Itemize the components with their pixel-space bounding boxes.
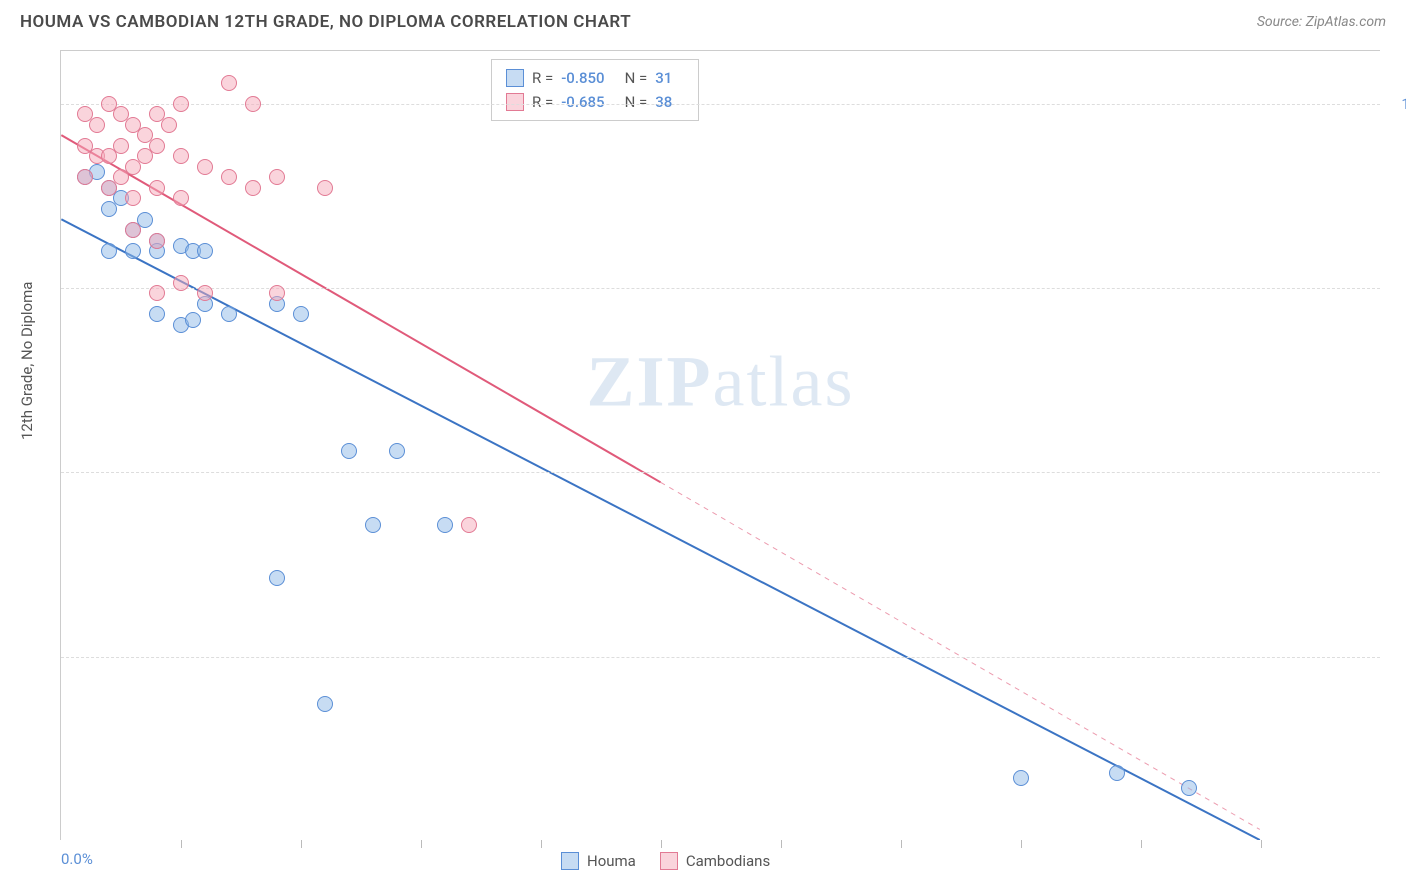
r-value-houma: -0.850 (561, 66, 604, 90)
legend-label-houma: Houma (587, 852, 636, 870)
r-value-cambodians: -0.685 (561, 90, 604, 114)
scatter-point (101, 243, 117, 259)
scatter-point (113, 138, 129, 154)
scatter-point (461, 517, 477, 533)
scatter-point (149, 306, 165, 322)
xtick (181, 840, 182, 848)
scatter-point (185, 312, 201, 328)
xtick (1261, 840, 1262, 848)
swatch-pink-icon (506, 93, 524, 111)
xtick (421, 840, 422, 848)
swatch-pink-icon (660, 852, 678, 870)
scatter-point (245, 180, 261, 196)
x-origin-label: 0.0% (61, 850, 93, 868)
scatter-point (1013, 770, 1029, 786)
scatter-point (197, 243, 213, 259)
n-label: N = (625, 66, 648, 90)
regression-lines-svg (61, 51, 1380, 840)
chart-plot-area: ZIPatlas R = -0.850 N = 31 R = -0.685 N … (60, 50, 1380, 840)
scatter-point (221, 75, 237, 91)
source-label: Source: ZipAtlas.com (1257, 14, 1386, 30)
scatter-point (1181, 780, 1197, 796)
scatter-point (389, 443, 405, 459)
scatter-point (317, 180, 333, 196)
scatter-point (173, 148, 189, 164)
r-label-2: R = (532, 90, 553, 114)
scatter-point (437, 517, 453, 533)
y-axis-label: 12th Grade, No Diploma (18, 282, 36, 440)
header: HOUMA VS CAMBODIAN 12TH GRADE, NO DIPLOM… (0, 0, 1406, 40)
scatter-point (365, 517, 381, 533)
xtick (781, 840, 782, 848)
legend-stats-row-houma: R = -0.850 N = 31 (506, 66, 684, 90)
xtick (1141, 840, 1142, 848)
scatter-point (77, 169, 93, 185)
legend-stats-row-cambodians: R = -0.685 N = 38 (506, 90, 684, 114)
legend-item-cambodians: Cambodians (660, 852, 770, 870)
xtick (301, 840, 302, 848)
swatch-blue-icon (506, 69, 524, 87)
scatter-point (317, 696, 333, 712)
legend-label-cambodians: Cambodians (686, 852, 770, 870)
scatter-point (149, 180, 165, 196)
scatter-point (341, 443, 357, 459)
scatter-point (113, 169, 129, 185)
legend-item-houma: Houma (561, 852, 636, 870)
gridline (61, 472, 1380, 473)
scatter-point (173, 190, 189, 206)
scatter-point (125, 222, 141, 238)
scatter-point (125, 190, 141, 206)
scatter-point (221, 169, 237, 185)
scatter-point (173, 275, 189, 291)
scatter-point (269, 570, 285, 586)
xtick (541, 840, 542, 848)
scatter-point (221, 306, 237, 322)
swatch-blue-icon (561, 852, 579, 870)
legend-series: Houma Cambodians (561, 852, 770, 870)
scatter-point (293, 306, 309, 322)
r-label: R = (532, 66, 553, 90)
scatter-point (173, 96, 189, 112)
scatter-point (1109, 765, 1125, 781)
chart-title: HOUMA VS CAMBODIAN 12TH GRADE, NO DIPLOM… (20, 12, 631, 32)
watermark-bold: ZIP (587, 342, 713, 422)
scatter-point (125, 243, 141, 259)
scatter-point (197, 159, 213, 175)
scatter-point (245, 96, 261, 112)
ytick-label: 100.0% (1401, 95, 1406, 113)
n-value-houma: 31 (655, 66, 672, 90)
watermark-light: atlas (713, 342, 855, 422)
scatter-point (149, 138, 165, 154)
watermark: ZIPatlas (587, 341, 855, 424)
n-value-cambodians: 38 (655, 90, 672, 114)
gridline (61, 288, 1380, 289)
xtick (661, 840, 662, 848)
xtick (1021, 840, 1022, 848)
scatter-point (149, 285, 165, 301)
scatter-point (269, 169, 285, 185)
scatter-point (197, 285, 213, 301)
scatter-point (161, 117, 177, 133)
scatter-point (149, 233, 165, 249)
scatter-point (269, 285, 285, 301)
gridline (61, 657, 1380, 658)
xtick (901, 840, 902, 848)
scatter-point (89, 117, 105, 133)
legend-stats: R = -0.850 N = 31 R = -0.685 N = 38 (491, 59, 699, 121)
n-label-2: N = (625, 90, 648, 114)
